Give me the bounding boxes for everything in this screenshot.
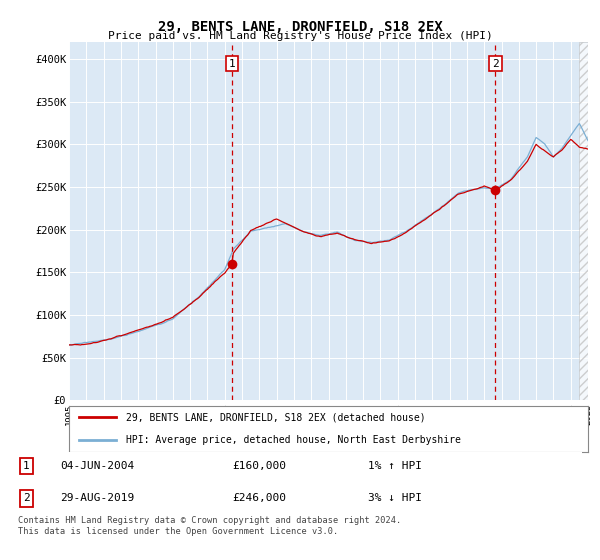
Text: 2: 2 (492, 58, 499, 68)
Polygon shape (580, 42, 588, 400)
Text: 1: 1 (23, 461, 30, 471)
Text: Contains HM Land Registry data © Crown copyright and database right 2024.
This d: Contains HM Land Registry data © Crown c… (18, 516, 401, 536)
Text: Price paid vs. HM Land Registry's House Price Index (HPI): Price paid vs. HM Land Registry's House … (107, 31, 493, 41)
Text: 29, BENTS LANE, DRONFIELD, S18 2EX: 29, BENTS LANE, DRONFIELD, S18 2EX (158, 20, 442, 34)
Text: £160,000: £160,000 (232, 461, 286, 471)
Text: 29-AUG-2019: 29-AUG-2019 (60, 493, 134, 503)
Text: 04-JUN-2004: 04-JUN-2004 (60, 461, 134, 471)
Text: 1% ↑ HPI: 1% ↑ HPI (368, 461, 422, 471)
Text: 3% ↓ HPI: 3% ↓ HPI (368, 493, 422, 503)
Text: HPI: Average price, detached house, North East Derbyshire: HPI: Average price, detached house, Nort… (126, 436, 461, 445)
Text: 2: 2 (23, 493, 30, 503)
Text: 1: 1 (229, 58, 235, 68)
Text: £246,000: £246,000 (232, 493, 286, 503)
Text: 29, BENTS LANE, DRONFIELD, S18 2EX (detached house): 29, BENTS LANE, DRONFIELD, S18 2EX (deta… (126, 413, 426, 422)
